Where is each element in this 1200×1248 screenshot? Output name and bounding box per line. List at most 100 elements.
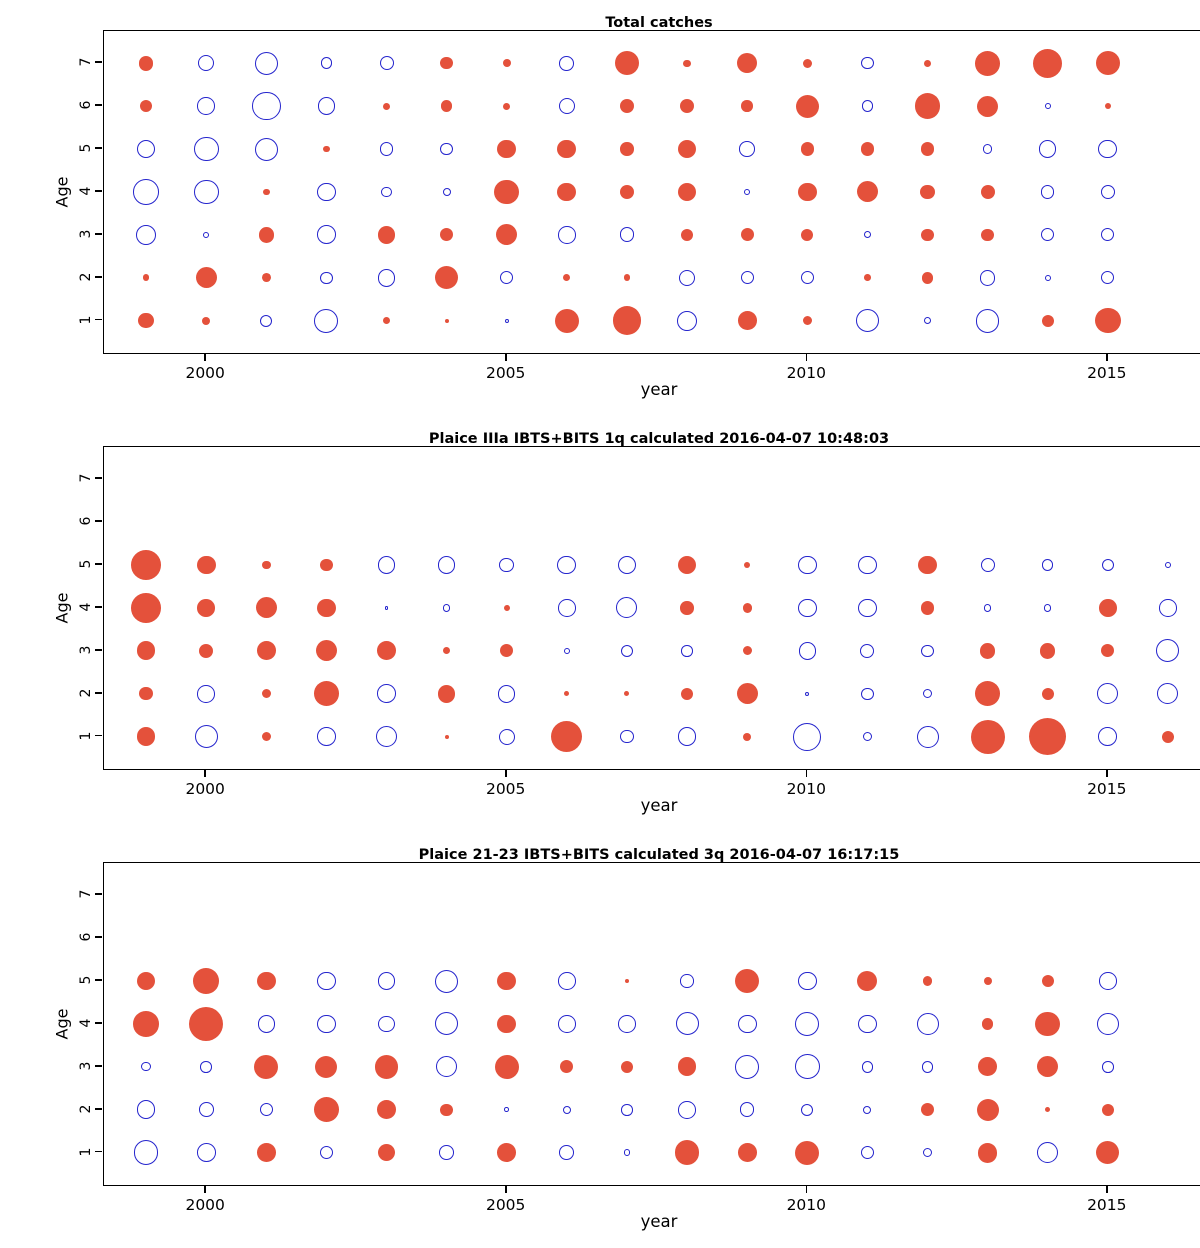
bubble-positive	[557, 139, 577, 159]
x-axis-label: year	[640, 1212, 678, 1231]
bubble-negative	[435, 969, 459, 993]
bubble-negative	[257, 1015, 276, 1033]
bubble-negative	[921, 1061, 934, 1073]
y-tick-label: 3	[78, 1061, 94, 1071]
bubble-negative	[384, 606, 389, 610]
bubble-negative	[197, 685, 215, 703]
bubble-negative	[921, 644, 934, 657]
bubble-positive	[256, 1143, 276, 1163]
bubble-positive	[677, 1057, 697, 1077]
bubble-positive	[444, 318, 449, 323]
bubble-positive	[497, 1014, 517, 1034]
bubble-negative	[504, 318, 509, 323]
bubble-positive	[742, 603, 752, 613]
bubble-negative	[377, 972, 396, 990]
bubble-negative	[623, 1149, 631, 1156]
bubble-negative	[798, 642, 817, 660]
bubble-negative	[863, 231, 871, 239]
bubble-negative	[254, 137, 278, 161]
bubble-positive	[680, 687, 694, 700]
bubble-positive	[979, 643, 996, 659]
bubble-negative	[801, 1103, 814, 1116]
y-tick-label: 6	[78, 516, 94, 526]
bubble-positive	[377, 641, 396, 661]
bubble-positive	[800, 142, 814, 156]
y-axis-tick	[95, 1022, 102, 1024]
bubble-positive	[983, 976, 992, 985]
bubble-negative	[681, 645, 693, 657]
bubble-positive	[195, 267, 217, 289]
y-axis-label: Age	[52, 176, 72, 208]
bubble-negative	[862, 732, 873, 742]
bubble-negative	[197, 97, 215, 115]
bubble-negative	[922, 1148, 933, 1158]
bubble-negative	[795, 1012, 820, 1036]
bubble-negative	[559, 55, 575, 71]
plot-frame	[103, 446, 1200, 770]
bubble-negative	[1101, 558, 1114, 572]
y-tick-label: 5	[78, 143, 94, 153]
bubble-negative	[617, 555, 637, 575]
bubble-negative	[141, 1062, 151, 1072]
bubble-negative	[1098, 727, 1118, 747]
bubble-negative	[863, 1105, 872, 1114]
bubble-positive	[258, 227, 275, 243]
bubble-negative	[678, 269, 696, 286]
plot-title: Plaice IIIa IBTS+BITS 1q calculated 2016…	[428, 431, 890, 447]
bubble-negative	[439, 1145, 454, 1160]
y-axis-tick	[95, 979, 102, 981]
bubble-negative	[193, 179, 219, 205]
bubble-positive	[914, 93, 941, 119]
bubble-positive	[975, 681, 1000, 707]
x-tick-label: 2010	[786, 780, 827, 798]
y-tick-label: 1	[78, 315, 94, 325]
bubble-negative	[442, 187, 451, 196]
bubble-negative	[498, 728, 515, 745]
bubble-negative	[497, 685, 516, 703]
bubble-positive	[740, 228, 754, 242]
panel-plaice-iiia-ibts-bits-1q: Plaice IIIa IBTS+BITS 1q calculated 2016…	[40, 432, 1200, 832]
bubble-negative	[620, 730, 634, 744]
bubble-negative	[619, 227, 635, 243]
y-tick-label: 6	[78, 932, 94, 942]
x-axis-tick	[805, 1186, 807, 1193]
y-axis-tick	[95, 649, 102, 651]
bubble-negative	[260, 314, 273, 327]
y-tick-label: 2	[78, 688, 94, 698]
bubble-positive	[497, 1143, 517, 1163]
bubble-positive	[202, 316, 211, 325]
y-tick-label: 5	[78, 975, 94, 985]
bubble-positive	[256, 641, 276, 661]
y-axis-tick	[95, 190, 102, 192]
bubble-positive	[920, 142, 935, 156]
bubble-positive	[923, 59, 932, 67]
bubble-positive	[437, 685, 456, 703]
bubble-negative	[680, 974, 694, 988]
bubble-positive	[918, 555, 937, 575]
bubble-negative	[1037, 1142, 1059, 1164]
bubble-positive	[1037, 1056, 1059, 1078]
bubble-negative	[435, 1012, 459, 1036]
x-axis-tick	[204, 354, 206, 361]
y-axis-tick	[95, 477, 102, 479]
bubble-negative	[800, 271, 814, 285]
bubble-positive	[680, 228, 694, 241]
y-axis-tick	[95, 104, 102, 106]
y-axis-label: Age	[52, 1008, 72, 1040]
y-tick-label: 4	[78, 1018, 94, 1028]
bubble-negative	[504, 1107, 510, 1113]
bubble-positive	[255, 597, 277, 619]
y-axis-tick	[95, 1108, 102, 1110]
x-axis-tick	[1106, 1186, 1108, 1193]
bubble-negative	[376, 726, 397, 748]
x-tick-label: 2000	[185, 780, 225, 798]
bubble-positive	[1094, 307, 1121, 334]
bubble-positive	[1041, 314, 1054, 327]
bubble-negative	[858, 598, 877, 618]
bubble-positive	[620, 142, 634, 156]
x-axis-label: year	[640, 796, 678, 815]
bubble-negative	[982, 144, 993, 154]
bubble-negative	[133, 179, 159, 205]
bubble-negative	[797, 555, 817, 575]
x-tick-label: 2005	[485, 1196, 526, 1214]
